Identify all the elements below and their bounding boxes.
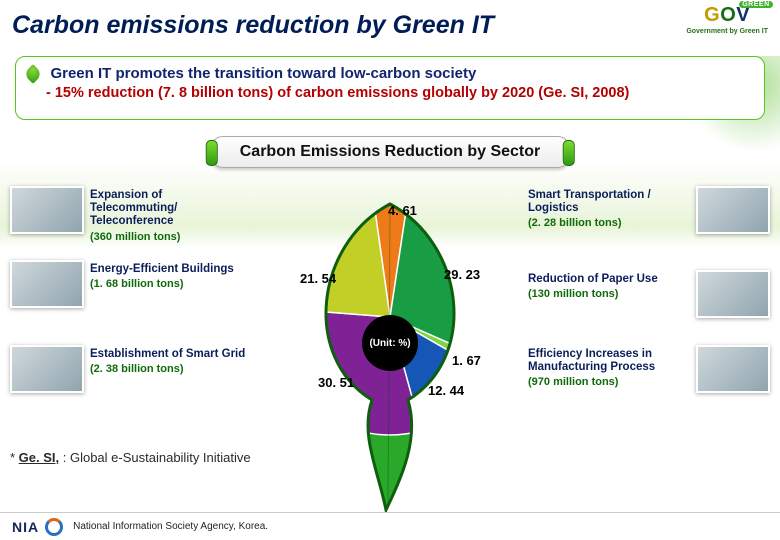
sector-text: Establishment of Smart Grid (2. 38 billio… xyxy=(90,348,252,375)
sector-text: Reduction of Paper Use (130 million tons) xyxy=(528,273,690,300)
section-subtitle: Carbon Emissions Reduction by Sector xyxy=(211,136,570,168)
promo-line1: Green IT promotes the transition toward … xyxy=(50,65,476,82)
logo-tagline: Government by Green IT xyxy=(686,28,768,35)
sector-thumbnail xyxy=(696,186,770,234)
footnote-prefix: * xyxy=(10,450,19,465)
sector-name: Expansion of Telecommuting/ Teleconferen… xyxy=(90,189,252,229)
sector-amount: (2. 28 billion tons) xyxy=(528,217,690,229)
page-title: Carbon emissions reduction by Green IT xyxy=(12,11,494,40)
promo-box: Green IT promotes the transition toward … xyxy=(15,56,765,120)
logo-text: GOGREENV xyxy=(704,4,750,27)
pie-slice-label: 12. 44 xyxy=(428,383,464,398)
sector-name: Smart Transportation / Logistics xyxy=(528,189,690,215)
sector-thumbnail xyxy=(696,345,770,393)
promo-line2: - 15% reduction (7. 8 billion tons) of c… xyxy=(46,85,754,101)
sector-amount: (360 million tons) xyxy=(90,231,252,243)
logo-o: OGREEN xyxy=(720,4,736,26)
sector-name: Efficiency Increases in Manufacturing Pr… xyxy=(528,348,690,374)
pie-slice-label: 29. 23 xyxy=(444,267,480,282)
footer: NIA National Information Society Agency,… xyxy=(0,512,780,540)
footer-swirl-icon xyxy=(45,518,63,536)
logo-green-badge: GREEN xyxy=(739,1,772,8)
sector-name: Establishment of Smart Grid xyxy=(90,348,252,361)
footer-nia-logo: NIA xyxy=(12,519,39,535)
sector-text: Energy-Efficient Buildings (1. 68 billion… xyxy=(90,263,252,290)
sector-thumbnail xyxy=(10,345,84,393)
gov-logo: GOGREENV Government by Green IT xyxy=(686,4,768,35)
pie-slice-label: 1. 67 xyxy=(452,353,481,368)
sector-thumbnail xyxy=(696,270,770,318)
sector-name: Energy-Efficient Buildings xyxy=(90,263,252,276)
logo-g: G xyxy=(704,4,720,26)
sector-amount: (2. 38 billion tons) xyxy=(90,363,252,375)
footnote-term: Ge. SI, xyxy=(19,450,59,465)
sector-text: Smart Transportation / Logistics (2. 28 b… xyxy=(528,189,690,229)
sector-text: Efficiency Increases in Manufacturing Pr… xyxy=(528,348,690,388)
pie-slice-label: 30. 51 xyxy=(318,375,354,390)
sector-name: Reduction of Paper Use xyxy=(528,273,690,286)
title-bar: Carbon emissions reduction by Green IT G… xyxy=(12,6,768,44)
sector-thumbnail xyxy=(10,260,84,308)
bullet-leaf-icon xyxy=(23,64,43,84)
footnote: * Ge. SI, : Global e-Sustainability Init… xyxy=(10,450,251,465)
pie-slice-label: 21. 54 xyxy=(300,271,336,286)
sector-amount: (1. 68 billion tons) xyxy=(90,278,252,290)
pie-slice-label: 4. 61 xyxy=(388,203,417,218)
sector-thumbnail xyxy=(10,186,84,234)
footnote-rest: : Global e-Sustainability Initiative xyxy=(59,450,250,465)
sector-text: Expansion of Telecommuting/ Teleconferen… xyxy=(90,189,252,243)
sector-amount: (130 million tons) xyxy=(528,288,690,300)
footer-agency: National Information Society Agency, Kor… xyxy=(73,521,268,532)
leaf-pie-chart: (Unit: %) 4. 61 29. 23 1. 67 12. 44 30. 51 21… xyxy=(270,175,510,465)
slide: Carbon emissions reduction by Green IT G… xyxy=(0,0,780,540)
sector-amount: (970 million tons) xyxy=(528,376,690,388)
unit-badge: (Unit: %) xyxy=(362,315,418,371)
